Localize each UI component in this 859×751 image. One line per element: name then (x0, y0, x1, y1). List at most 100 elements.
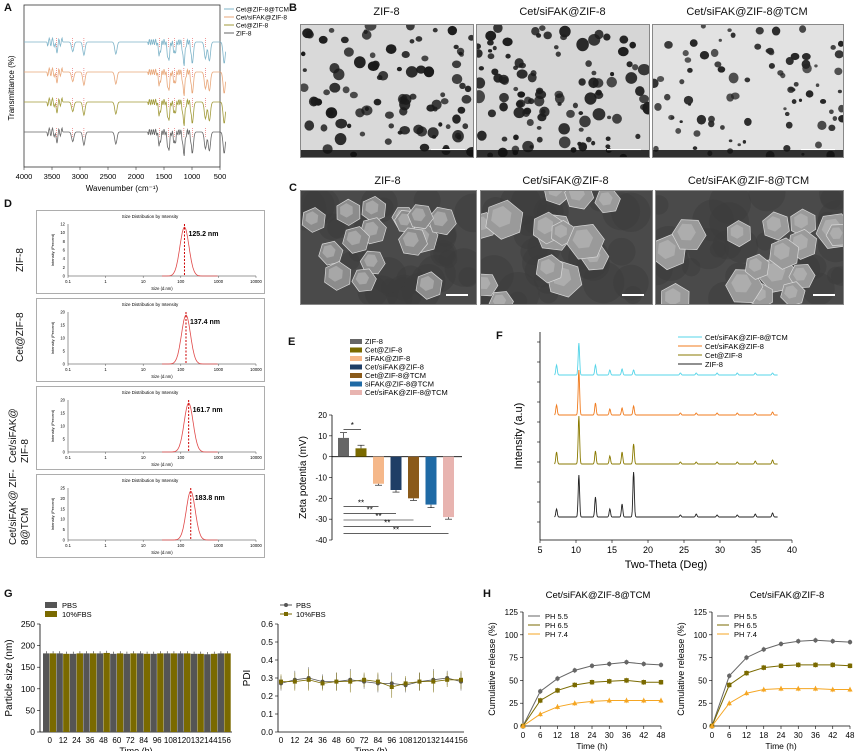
sem-crystal-facet (411, 208, 426, 222)
tem-particle (785, 56, 794, 66)
dls-x-tick-label: 1000 (214, 367, 224, 372)
zeta-bar (443, 456, 454, 518)
tem-particle (318, 35, 328, 44)
tem-particle (492, 45, 497, 51)
sem-crystal-facet (598, 192, 613, 206)
tem-particle (801, 53, 811, 61)
xrd-x-axis-label: Two-Theta (Deg) (625, 559, 708, 571)
zeta-chart: 20 10 0 -10 -20 -30 -40 Zeta potentia (mV) ZIF-8… (298, 337, 462, 545)
tem-particle (355, 108, 365, 118)
tem-particle (679, 79, 685, 85)
g1-bar-pbs (163, 653, 171, 732)
tem-particle (327, 109, 334, 116)
h2-title: Cet/siFAK@ZIF-8 (750, 590, 825, 601)
tem-particle (540, 109, 546, 115)
tem-particle (558, 136, 571, 149)
dls-frame (36, 474, 265, 558)
tem-particle (553, 45, 559, 50)
dls-peak-label: 183.8 nm (195, 495, 225, 502)
sem-crystal-facet (364, 254, 378, 267)
zeta-legend-label: Cet/siFAK@ZIF-8@TCM (365, 388, 448, 397)
g1-x-tick-label: 144 (204, 736, 218, 745)
sem-background-texture (438, 249, 458, 269)
image-info-strip (477, 150, 649, 157)
panel-letter-f: F (496, 330, 503, 342)
dls-y-tick-label: 25 (60, 486, 65, 491)
g1-x-tick-label: 120 (177, 736, 191, 745)
h1-legend-label: PH 7.4 (545, 630, 568, 639)
xrd-chart: 5 10 15 20 25 30 35 40 Two-Theta (Deg) Intensity … (513, 332, 797, 571)
tem-particle (607, 115, 612, 120)
dls-x-tick-label: 0.1 (65, 367, 71, 372)
tem-particle (718, 38, 722, 42)
zeta-y-tick-label: -20 (315, 494, 327, 503)
tem-particle (536, 136, 543, 143)
tem-particle (787, 86, 795, 93)
g2-x-tick-label: 132 (427, 736, 441, 745)
tem-particle (689, 39, 698, 47)
h1-y-tick-label: 75 (509, 654, 518, 663)
dls-x-tick-label: 1 (104, 279, 107, 284)
zeta-y-axis-label: Zeta potentia (mV) (298, 436, 309, 519)
dls-x-tick-label: 1 (104, 367, 107, 372)
tem-particle (456, 134, 462, 140)
tem-particle (830, 44, 836, 50)
dls-y-tick-label: 0 (63, 274, 66, 279)
h1-x-tick-label: 30 (605, 731, 614, 740)
sem-title-3: Cet/siFAK@ZIF-8@TCM (687, 175, 810, 187)
sem-title-2: Cet/siFAK@ZIF-8 (522, 175, 609, 187)
h2-line-ph74 (711, 688, 850, 727)
sem-crystal-facet (657, 239, 676, 260)
sem-crystal-facet (773, 242, 790, 260)
g1-x-tick-label: 36 (86, 736, 95, 745)
g2-x-tick-label: 12 (290, 736, 299, 745)
ftir-trace-cet-zif-8 (24, 66, 226, 96)
dls-peak-label: 137.4 nm (190, 319, 220, 326)
tem-particle (576, 37, 589, 52)
tem-particle (499, 92, 509, 103)
tem-particle (675, 128, 682, 134)
scale-bar (813, 294, 835, 296)
ftir-x-tick-label: 500 (214, 172, 227, 181)
zeta-legend-swatch (350, 347, 362, 353)
h2-x-tick-label: 24 (777, 731, 786, 740)
ftir-legend-label: Cet/siFAK@ZIF-8 (236, 15, 287, 22)
tem-particle (477, 43, 482, 50)
dls-x-tick-label: 0.1 (65, 543, 71, 548)
tem-particle (432, 27, 438, 33)
tem-particle (487, 49, 493, 53)
g1-bar-10fbs (143, 653, 151, 732)
h2-y-tick-label: 100 (694, 631, 708, 640)
dls-subtitle: Size Distribution by Intensity (122, 214, 179, 219)
tem-particle (612, 113, 622, 124)
dls-y-tick-label: 10 (60, 424, 65, 429)
g2-y-tick-label: 0.1 (261, 709, 273, 719)
dls-x-axis-label: Size (d.nm) (151, 462, 173, 467)
tem-particle (398, 96, 407, 103)
sem-crystal-facet (784, 285, 798, 299)
tem-particle (305, 30, 314, 39)
sem-crystal-facet (537, 216, 554, 235)
tem-particle (493, 25, 503, 34)
zeta-bar (390, 456, 402, 490)
g1-x-tick-label: 84 (139, 736, 148, 745)
sem-background-texture (820, 191, 842, 210)
ftir-x-tick-label: 2500 (100, 172, 117, 181)
dls-distribution-curve (162, 314, 218, 365)
tem-particle (459, 82, 466, 90)
tem-particle (664, 93, 671, 101)
dls-y-tick-label: 0 (63, 362, 66, 367)
zeta-legend-swatch (350, 381, 362, 387)
h2-x-tick-label: 48 (846, 731, 855, 740)
tem-particle (832, 116, 838, 121)
dls-y-tick-label: 20 (60, 496, 65, 501)
tem-particle (461, 94, 472, 104)
h2-legend-label: PH 7.4 (734, 630, 757, 639)
sem-background-texture (748, 191, 786, 212)
tem-particle (727, 28, 732, 32)
tem-particle (419, 143, 430, 152)
tem-particle (578, 111, 584, 116)
h2-x-tick-label: 0 (710, 731, 715, 740)
g2-x-tick-label: 120 (413, 736, 427, 745)
sem-crystal-facet (432, 211, 448, 227)
